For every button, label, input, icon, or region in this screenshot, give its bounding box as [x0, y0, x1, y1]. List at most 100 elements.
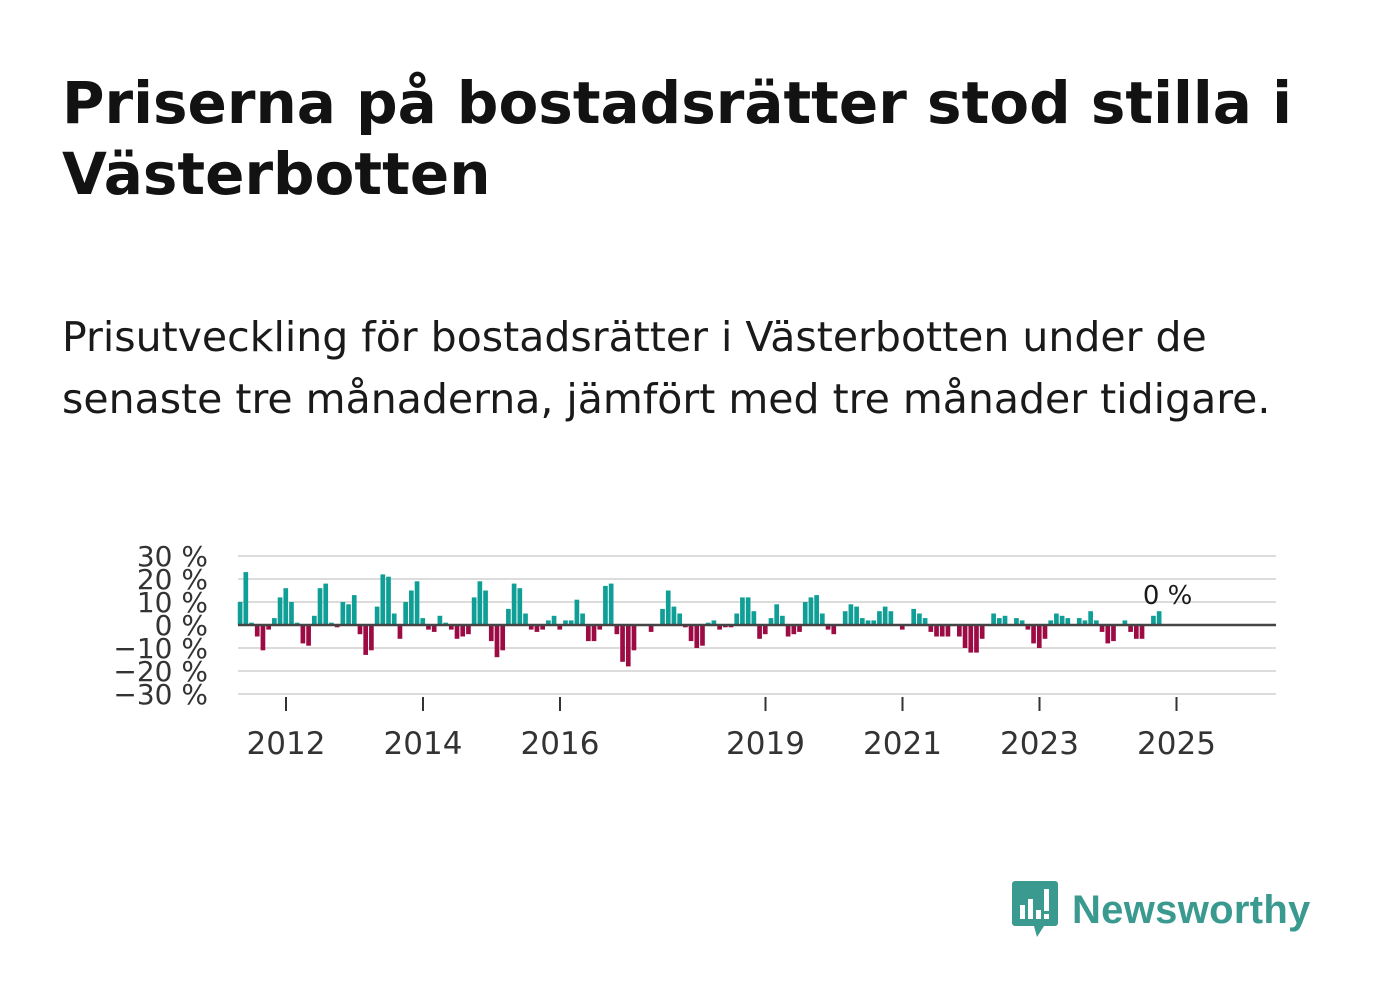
bar: [877, 611, 882, 625]
end-value-label: 0 %: [1143, 581, 1193, 611]
bar: [820, 613, 825, 625]
y-tick-label: 20 %: [137, 563, 208, 596]
bar: [1076, 618, 1082, 625]
bar: [939, 625, 945, 637]
newsworthy-logo-icon: [1012, 881, 1058, 937]
bar: [974, 625, 979, 653]
bar: [1014, 618, 1019, 625]
bar: [808, 597, 814, 625]
bar: [762, 625, 768, 635]
x-tick-label: 2012: [247, 726, 326, 762]
bar: [477, 581, 483, 625]
bar: [580, 613, 585, 625]
bar: [677, 613, 682, 625]
bar: [272, 618, 277, 625]
bar: [871, 620, 877, 625]
bar: [859, 618, 865, 625]
bar: [1048, 620, 1054, 625]
x-tick-label: 2014: [384, 726, 463, 762]
bar: [603, 585, 608, 625]
bar: [317, 588, 323, 625]
bar: [409, 590, 414, 625]
bar: [283, 588, 289, 625]
chart-title: Priserna på bostadsrätter stod stilla i …: [62, 69, 1292, 208]
bar: [802, 602, 808, 625]
bar: [968, 625, 974, 653]
bar: [551, 615, 557, 625]
bar: [494, 625, 500, 658]
bar: [540, 625, 545, 630]
bar: [917, 613, 922, 625]
bar: [665, 590, 671, 625]
bar: [631, 625, 637, 651]
bar: [266, 625, 271, 630]
bar: [757, 625, 762, 639]
bar: [785, 625, 791, 637]
bar: [1042, 625, 1048, 639]
bar: [717, 625, 722, 630]
bar: [426, 625, 431, 630]
bar: [888, 611, 894, 625]
bar: [254, 625, 260, 637]
bar: [991, 613, 996, 625]
bar: [351, 595, 357, 625]
bar: [517, 588, 523, 625]
bar: [1105, 625, 1111, 644]
bar: [608, 583, 614, 625]
bar: [466, 625, 471, 635]
x-tick-label: 2021: [863, 726, 942, 762]
bar: [1054, 613, 1059, 625]
bar: [277, 597, 283, 625]
bar: [574, 599, 580, 625]
bar: [797, 625, 802, 632]
bar: [1002, 615, 1008, 625]
bar: [448, 625, 454, 630]
bar: [791, 625, 797, 635]
bar: [1133, 625, 1139, 639]
bar: [671, 606, 677, 625]
bar: [962, 625, 968, 648]
bar: [1139, 625, 1145, 639]
bar: [374, 606, 380, 625]
bar: [346, 604, 351, 625]
bar: [934, 625, 939, 637]
bar: [711, 620, 717, 625]
bar: [597, 625, 603, 630]
bar: [979, 625, 985, 639]
bar: [899, 625, 905, 630]
x-tick-label: 2016: [521, 726, 600, 762]
y-tick-label: 30 %: [137, 540, 208, 573]
bar: [380, 574, 386, 625]
bar: [842, 611, 848, 625]
bar: [386, 576, 391, 625]
bar: [660, 608, 665, 625]
bar: [289, 602, 294, 625]
bar: [243, 572, 249, 625]
bar: [500, 625, 506, 651]
bar: [1128, 625, 1133, 632]
y-tick-label: 10 %: [137, 586, 208, 619]
bar: [1156, 611, 1162, 625]
y-tick-label: −30 %: [113, 678, 208, 711]
bar: [471, 597, 477, 625]
bar: [814, 595, 819, 625]
bar: [751, 611, 757, 625]
bar: [922, 618, 928, 625]
bar: [1151, 615, 1156, 625]
bar: [1019, 620, 1025, 625]
bar: [454, 625, 460, 639]
bar: [437, 615, 443, 625]
bar: [1122, 620, 1128, 625]
bar: [945, 625, 951, 637]
bar: [534, 625, 540, 632]
y-tick-label: −20 %: [113, 655, 208, 688]
bar: [1059, 615, 1065, 625]
bar: [648, 625, 654, 632]
bar: [528, 625, 534, 630]
bar: [620, 625, 625, 662]
bar: [391, 613, 397, 625]
bar: [1025, 625, 1031, 630]
bar: [700, 625, 705, 646]
bar: [882, 606, 888, 625]
bar: [591, 625, 597, 642]
